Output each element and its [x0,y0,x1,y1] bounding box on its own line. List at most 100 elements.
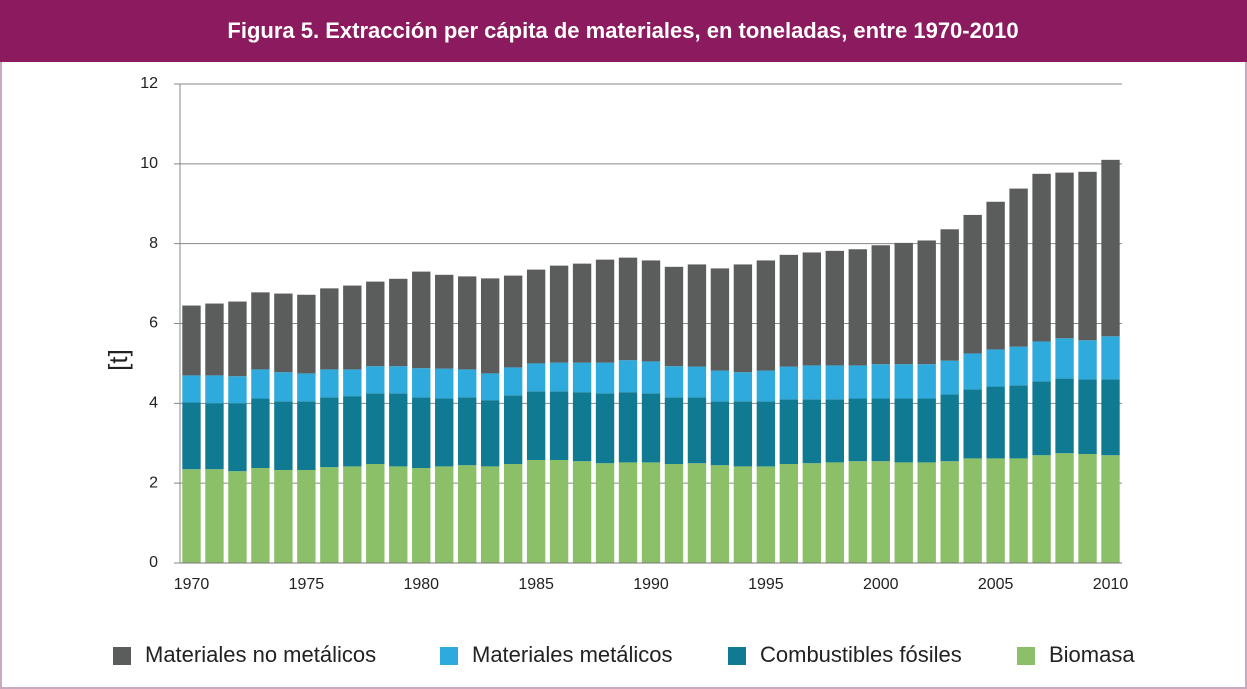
bar-segment [503,367,523,396]
bar-segment [940,360,959,395]
legend-label: Materiales no metálicos [145,642,376,667]
bar-segment [320,369,339,398]
bar-segment [343,396,362,467]
bar-segment [412,467,431,563]
bar-segment [779,366,799,400]
bar-segment [1032,341,1051,382]
bar-segment [480,278,500,374]
bar-segment [779,464,799,563]
bar-segment [687,366,707,398]
bar-segment [687,264,707,367]
bar-segment [917,240,936,365]
bar-segment [825,399,844,463]
bar-segment [251,292,270,370]
bar-segment [1078,379,1097,455]
bar-segment [228,403,247,472]
y-tick-label: 12 [140,75,158,92]
bar-segment [389,466,408,563]
bar-segment [366,281,385,367]
legend-swatch [1017,647,1035,665]
bar-segment [343,285,362,370]
bar-segment [710,465,730,563]
bar-segment [366,464,385,563]
bar-segment [733,401,753,467]
bar-segment [825,365,844,400]
bar-segment [274,293,293,373]
bar-segment [480,466,500,563]
bar-segment [228,471,247,563]
legend-label: Combustibles fósiles [760,642,962,667]
x-tick-label: 1990 [633,576,669,593]
bar-segment [871,461,890,563]
bar-segment [618,392,638,463]
x-tick-label: 1980 [403,576,439,593]
bar-segment [986,349,1005,387]
bar-segment [664,266,684,367]
bar-segment [917,462,936,563]
bar-segment [251,398,270,468]
bar-segment [320,397,339,468]
bar-segment [595,362,615,394]
chart-title: Figura 5. Extracción per cápita de mater… [227,18,1018,43]
bar-segment [664,397,684,465]
bar-segment [802,399,822,464]
bar-segment [1101,379,1120,456]
bar-segment [733,264,753,373]
bar-segment [848,398,867,462]
legend-label: Materiales metálicos [472,642,673,667]
bar-segment [458,465,477,563]
bar-segment [986,201,1005,350]
bar-segment [526,363,546,392]
bar-segment [480,400,500,467]
bar-segment [205,403,224,470]
bar-segment [435,368,454,399]
bar-segment [458,369,477,398]
bar-segment [733,372,753,402]
bar-segment [503,395,523,465]
bar-segment [848,461,867,563]
bar-segment [412,397,431,468]
bar-segment [641,393,661,463]
bar-segment [871,398,890,462]
bar-segment [549,265,569,363]
y-tick-label: 4 [149,395,158,412]
bar-segment [1101,159,1120,337]
bar-segment [940,229,959,361]
bar-segment [572,461,592,563]
bar-segment [412,368,431,398]
bar-segment [549,391,569,461]
bar-segment [412,271,431,369]
bar-segment [1032,455,1051,563]
bar-segment [963,458,982,563]
bar-segment [1078,454,1097,563]
bar-segment [802,252,822,366]
bar-segment [802,463,822,563]
bar-segment [710,268,730,371]
bar-segment [1055,378,1074,454]
bar-segment [733,466,753,563]
bar-segment [756,260,776,371]
x-tick-label: 1970 [174,576,210,593]
y-tick-label: 6 [149,315,158,332]
bar-segment [595,259,615,363]
bar-segment [940,394,959,462]
bar-segment [182,375,201,403]
bar-segment [572,362,592,393]
bar-segment [848,365,867,399]
bar-segment [779,254,799,367]
bar-segment [871,245,890,365]
x-tick-label: 2005 [978,576,1014,593]
bar-segment [549,362,569,392]
x-tick-label: 1995 [748,576,784,593]
bar-segment [1078,171,1097,341]
bar-segment [963,214,982,354]
y-tick-label: 0 [149,554,158,571]
bar-segment [894,462,913,563]
bar-segment [963,389,982,459]
y-tick-label: 2 [149,474,158,491]
bar-segment [986,458,1005,563]
x-tick-label: 1985 [518,576,554,593]
title-bar [0,0,1247,62]
y-tick-label: 10 [140,155,158,172]
bar-segment [228,376,247,404]
